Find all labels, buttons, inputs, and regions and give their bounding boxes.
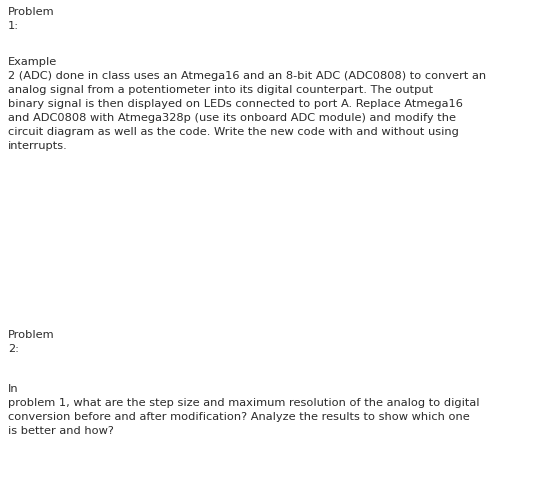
Text: Problem: Problem bbox=[8, 7, 54, 17]
Text: In: In bbox=[8, 384, 19, 394]
Text: Example: Example bbox=[8, 57, 57, 67]
Text: binary signal is then displayed on LEDs connected to port A. Replace Atmega16: binary signal is then displayed on LEDs … bbox=[8, 99, 463, 109]
Text: analog signal from a potentiometer into its digital counterpart. The output: analog signal from a potentiometer into … bbox=[8, 85, 433, 95]
Text: 2 (ADC) done in class uses an Atmega16 and an 8-bit ADC (ADC0808) to convert an: 2 (ADC) done in class uses an Atmega16 a… bbox=[8, 71, 486, 81]
Text: and ADC0808 with Atmega328p (use its onboard ADC module) and modify the: and ADC0808 with Atmega328p (use its onb… bbox=[8, 113, 456, 123]
Text: 2:: 2: bbox=[8, 344, 19, 354]
Text: 1:: 1: bbox=[8, 21, 19, 31]
Text: Problem: Problem bbox=[8, 330, 54, 340]
Text: conversion before and after modification? Analyze the results to show which one: conversion before and after modification… bbox=[8, 412, 470, 422]
Text: circuit diagram as well as the code. Write the new code with and without using: circuit diagram as well as the code. Wri… bbox=[8, 127, 459, 137]
Text: problem 1, what are the step size and maximum resolution of the analog to digita: problem 1, what are the step size and ma… bbox=[8, 398, 480, 408]
Text: interrupts.: interrupts. bbox=[8, 141, 68, 151]
Text: is better and how?: is better and how? bbox=[8, 426, 114, 436]
